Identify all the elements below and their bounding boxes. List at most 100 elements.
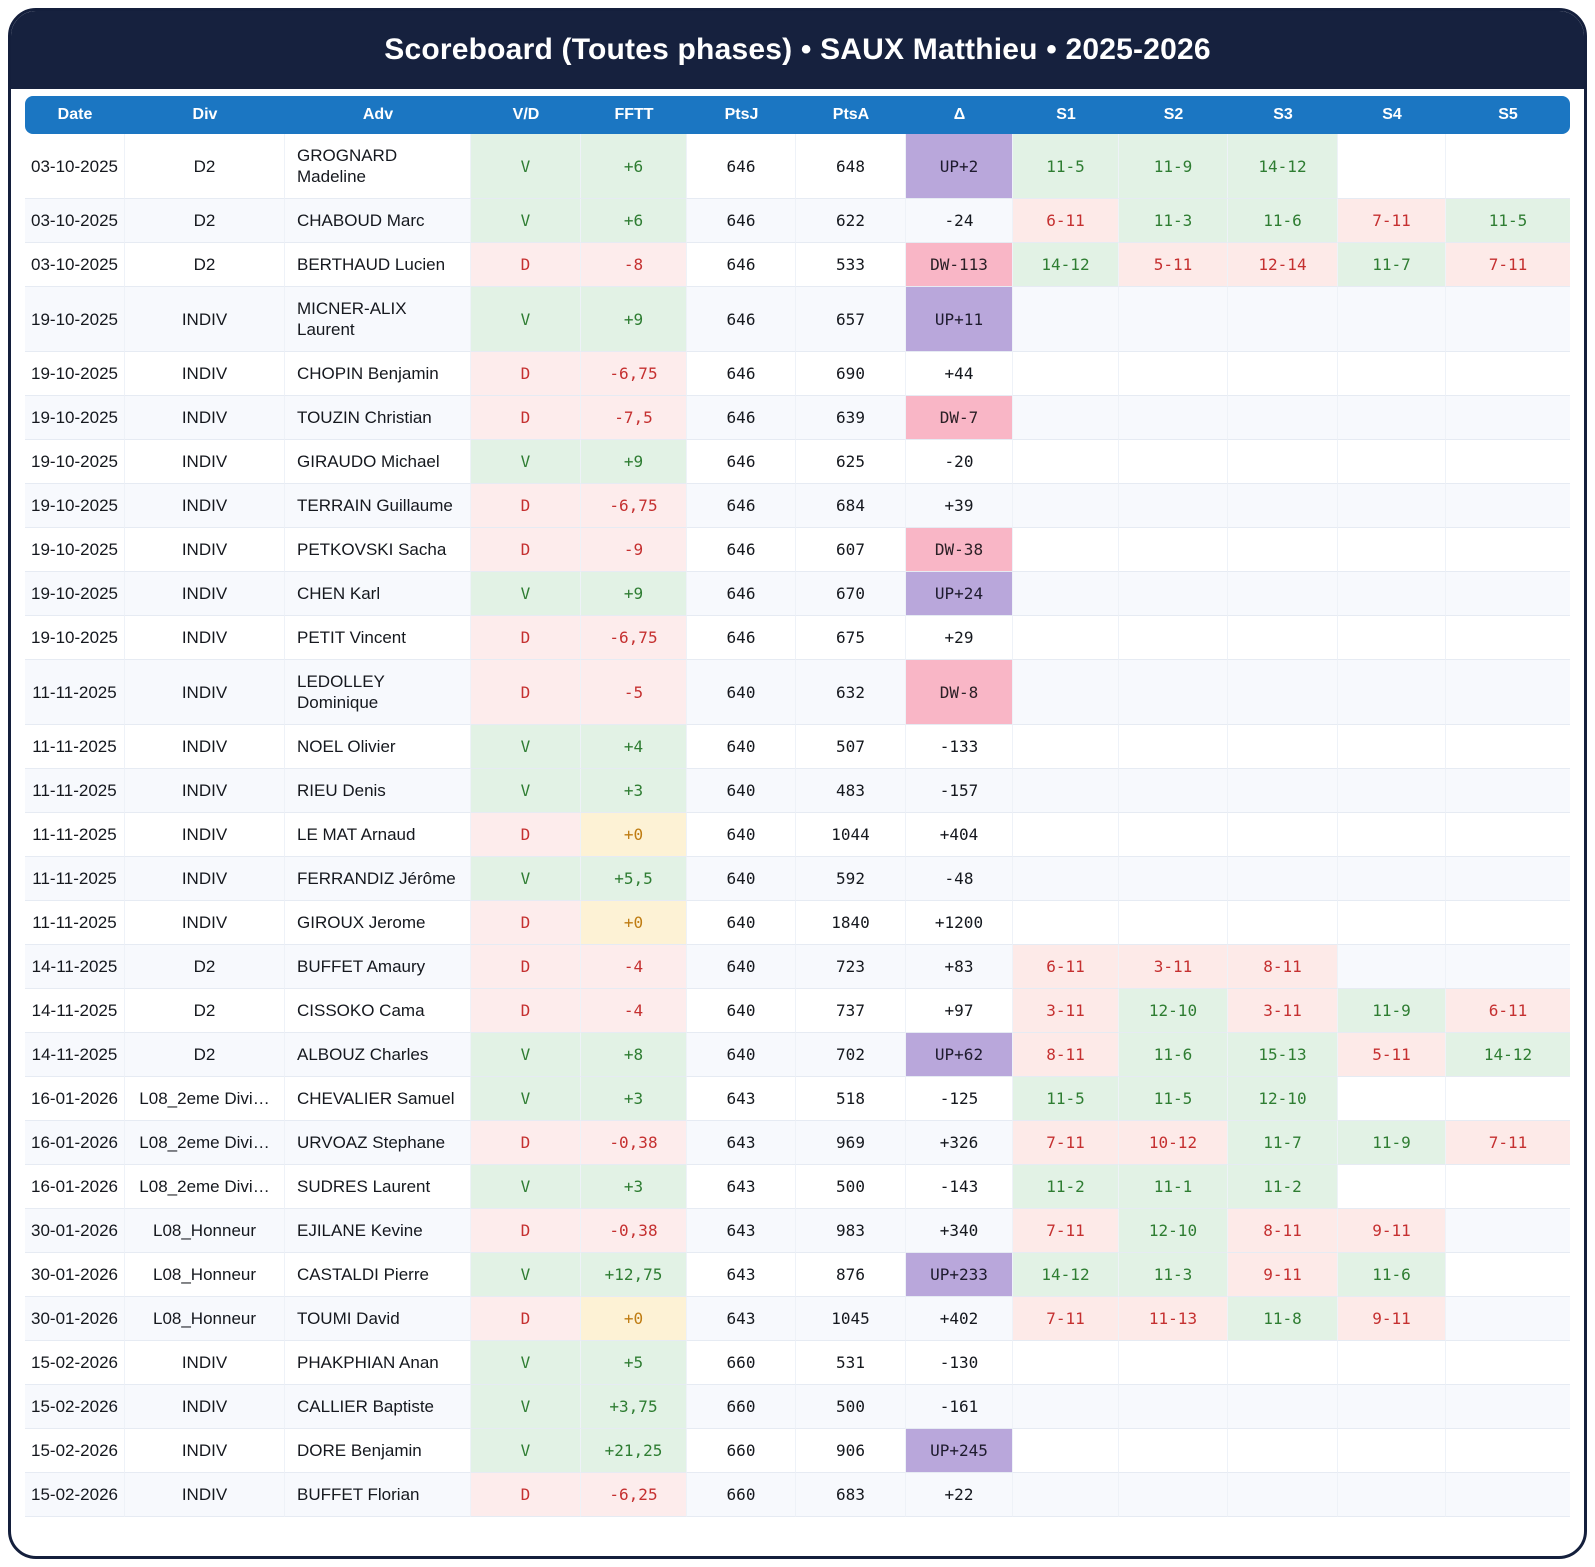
cell-points-player: 646	[687, 287, 796, 352]
cell-fftt-points: -5	[581, 660, 687, 725]
cell-set-5	[1446, 1385, 1570, 1429]
cell-set-2	[1119, 440, 1228, 484]
cell-delta: -130	[906, 1341, 1013, 1385]
cell-date: 19-10-2025	[25, 440, 125, 484]
cell-points-player: 643	[687, 1209, 796, 1253]
match-row: 16-01-2026 L08_2eme Divi… SUDRES Laurent V +…	[25, 1165, 1570, 1209]
cell-set-4: 5-11	[1338, 1033, 1446, 1077]
cell-opponent: CHOPIN Benjamin	[285, 352, 471, 396]
cell-points-player: 643	[687, 1253, 796, 1297]
cell-fftt-points: +9	[581, 287, 687, 352]
cell-delta: UP+11	[906, 287, 1013, 352]
match-row: 30-01-2026 L08_Honneur EJILANE Kevine D -0,3…	[25, 1209, 1570, 1253]
cell-division: INDIV	[125, 396, 285, 440]
cell-opponent: ALBOUZ Charles	[285, 1033, 471, 1077]
cell-set-4	[1338, 1473, 1446, 1517]
cell-opponent: LE MAT Arnaud	[285, 813, 471, 857]
cell-delta: DW-38	[906, 528, 1013, 572]
match-row: 15-02-2026 INDIV BUFFET Florian D -6,25 660 68…	[25, 1473, 1570, 1517]
cell-win-loss: D	[471, 1121, 581, 1165]
cell-set-4	[1338, 1429, 1446, 1473]
cell-set-1	[1013, 813, 1119, 857]
cell-set-3	[1228, 1429, 1338, 1473]
cell-delta: DW-8	[906, 660, 1013, 725]
cell-set-1: 8-11	[1013, 1033, 1119, 1077]
cell-opponent: DORE Benjamin	[285, 1429, 471, 1473]
cell-set-3: 11-7	[1228, 1121, 1338, 1165]
cell-opponent: CHEN Karl	[285, 572, 471, 616]
cell-date: 19-10-2025	[25, 396, 125, 440]
match-row: 11-11-2025 INDIV LEDOLLEY Dominique D -5 640 6…	[25, 660, 1570, 725]
cell-set-1	[1013, 1473, 1119, 1517]
cell-points-opponent: 607	[796, 528, 906, 572]
cell-set-4	[1338, 396, 1446, 440]
cell-date: 19-10-2025	[25, 572, 125, 616]
cell-opponent: TOUZIN Christian	[285, 396, 471, 440]
cell-set-4	[1338, 857, 1446, 901]
cell-fftt-points: +3	[581, 1165, 687, 1209]
cell-opponent: URVOAZ Stephane	[285, 1121, 471, 1165]
cell-date: 03-10-2025	[25, 134, 125, 199]
cell-set-4: 9-11	[1338, 1297, 1446, 1341]
cell-division: INDIV	[125, 352, 285, 396]
cell-set-3	[1228, 440, 1338, 484]
match-row: 11-11-2025 INDIV LE MAT Arnaud D +0 640 1044 +4…	[25, 813, 1570, 857]
cell-set-2	[1119, 901, 1228, 945]
cell-points-opponent: 500	[796, 1385, 906, 1429]
match-row: 15-02-2026 INDIV PHAKPHIAN Anan V +5 660 531 -1…	[25, 1341, 1570, 1385]
cell-division: L08_Honneur	[125, 1209, 285, 1253]
cell-set-1: 7-11	[1013, 1209, 1119, 1253]
cell-set-1	[1013, 901, 1119, 945]
cell-win-loss: D	[471, 352, 581, 396]
cell-points-player: 660	[687, 1473, 796, 1517]
cell-division: D2	[125, 134, 285, 199]
cell-division: INDIV	[125, 616, 285, 660]
cell-date: 30-01-2026	[25, 1297, 125, 1341]
cell-set-1	[1013, 857, 1119, 901]
cell-set-1: 7-11	[1013, 1297, 1119, 1341]
cell-set-1	[1013, 1341, 1119, 1385]
cell-delta: UP+233	[906, 1253, 1013, 1297]
cell-set-1	[1013, 616, 1119, 660]
scoreboard-card: Scoreboard (Toutes phases) • SAUX Matthi…	[8, 8, 1587, 1559]
cell-points-player: 646	[687, 440, 796, 484]
cell-date: 14-11-2025	[25, 989, 125, 1033]
cell-win-loss: V	[471, 857, 581, 901]
cell-opponent: PETIT Vincent	[285, 616, 471, 660]
cell-set-2: 5-11	[1119, 243, 1228, 287]
cell-win-loss: D	[471, 243, 581, 287]
cell-win-loss: D	[471, 1209, 581, 1253]
cell-win-loss: D	[471, 945, 581, 989]
cell-points-player: 646	[687, 572, 796, 616]
cell-set-5	[1446, 616, 1570, 660]
cell-set-2	[1119, 1429, 1228, 1473]
cell-set-1: 11-2	[1013, 1165, 1119, 1209]
column-header-s5: S5	[1446, 96, 1570, 134]
cell-points-player: 640	[687, 660, 796, 725]
cell-set-1	[1013, 572, 1119, 616]
cell-date: 16-01-2026	[25, 1121, 125, 1165]
cell-division: INDIV	[125, 287, 285, 352]
cell-set-3: 12-10	[1228, 1077, 1338, 1121]
cell-delta: -48	[906, 857, 1013, 901]
cell-delta: +83	[906, 945, 1013, 989]
cell-date: 30-01-2026	[25, 1253, 125, 1297]
match-row: 03-10-2025 D2 BERTHAUD Lucien D -8 646 533 DW-1…	[25, 243, 1570, 287]
cell-set-2	[1119, 725, 1228, 769]
cell-win-loss: V	[471, 440, 581, 484]
cell-set-1: 3-11	[1013, 989, 1119, 1033]
cell-delta: DW-113	[906, 243, 1013, 287]
cell-date: 11-11-2025	[25, 857, 125, 901]
cell-set-5: 14-12	[1446, 1033, 1570, 1077]
match-row: 03-10-2025 D2 CHABOUD Marc V +6 646 622 -24 6-11…	[25, 199, 1570, 243]
cell-delta: +97	[906, 989, 1013, 1033]
cell-win-loss: D	[471, 396, 581, 440]
cell-division: L08_2eme Divi…	[125, 1121, 285, 1165]
cell-set-3	[1228, 616, 1338, 660]
cell-fftt-points: -4	[581, 989, 687, 1033]
cell-points-opponent: 723	[796, 945, 906, 989]
scoreboard-table: Date Div Adv V/D FFTT PtsJ PtsA Δ S1 S2 S3 S4 S5 03-…	[25, 96, 1570, 1517]
cell-points-opponent: 592	[796, 857, 906, 901]
cell-fftt-points: -0,38	[581, 1209, 687, 1253]
cell-set-5	[1446, 1473, 1570, 1517]
